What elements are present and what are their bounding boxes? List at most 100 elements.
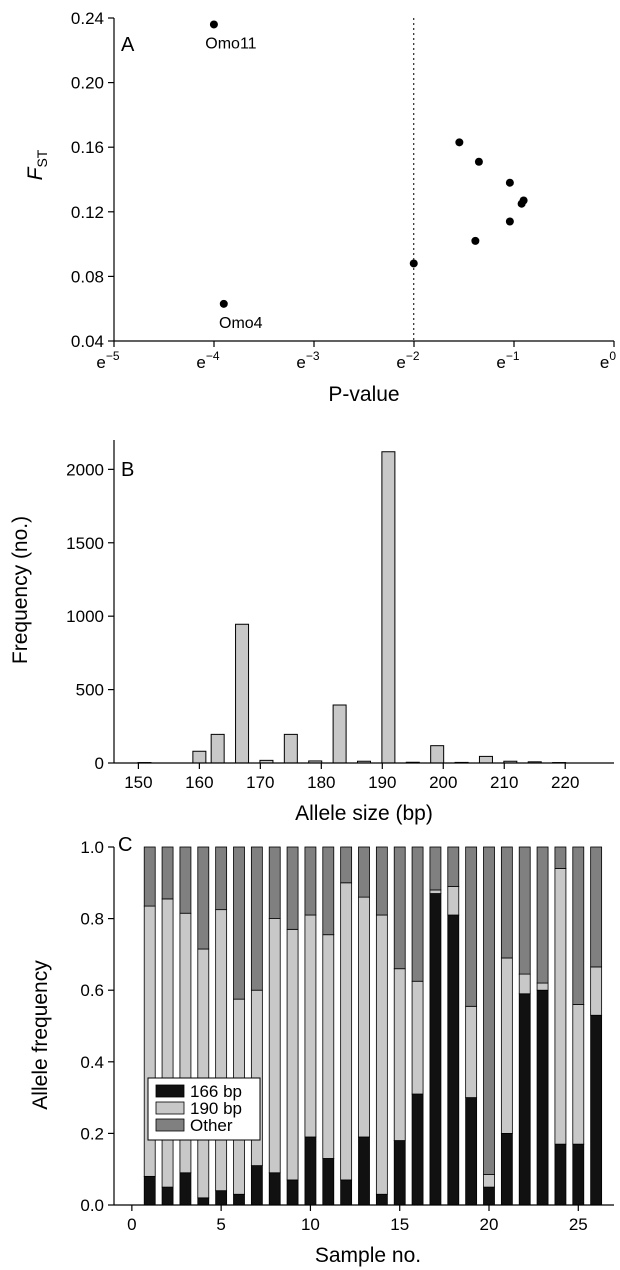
panel-c-bar-segment xyxy=(358,896,370,1138)
panel-b-bar xyxy=(210,733,225,764)
panel-c-bar-segment xyxy=(179,846,192,914)
panel-c-bar-segment xyxy=(197,846,210,950)
panel-b-bar xyxy=(478,755,493,764)
panel-c-bar-segment xyxy=(590,846,603,968)
panel-b-bar xyxy=(192,750,207,764)
panel-b-y-tick-label: 1500 xyxy=(66,534,104,553)
panel-c-bar-segment xyxy=(536,982,549,991)
panel-b-y-axis-label: Frequency (no.) xyxy=(9,516,32,664)
panel-c-bar-segment xyxy=(518,846,531,975)
panel-c-legend-swatch xyxy=(155,1101,185,1115)
panel-c-bar-segment xyxy=(483,1186,495,1206)
panel-b-bar xyxy=(381,451,396,764)
panel-c-bar-segment xyxy=(465,1005,478,1098)
panel-a-x-tick-label: e−3 xyxy=(296,349,319,372)
panel-a-x-tick-base: e xyxy=(196,353,205,372)
panel-c-legend-label: Other xyxy=(190,1116,233,1135)
panel-c-bar-segment xyxy=(572,1143,585,1206)
panel-a-point xyxy=(209,20,218,29)
panel-c-bar-segment xyxy=(483,846,495,1175)
panel-c-bar-segment xyxy=(590,1014,603,1206)
panel-c-bar-segment xyxy=(429,893,442,1206)
panel-c-bar-segment xyxy=(215,909,228,1192)
panel-c-bar-segment xyxy=(215,1190,228,1206)
panel-b-x-tick-label: 150 xyxy=(124,773,152,792)
panel-c-bar-segment xyxy=(268,918,281,1174)
panel-c-y-ticks: 0.0 0.2 0.4 0.6 0.8 1.0 xyxy=(80,838,114,1215)
panel-c-bar-segment xyxy=(161,898,174,1188)
panel-c-bar-segment xyxy=(393,1140,406,1206)
panel-c-bar-segment xyxy=(143,846,156,907)
panel-c-bar-segment xyxy=(518,993,531,1206)
panel-c-bar-segment xyxy=(215,846,228,911)
panel-a-x-tick-label: e−5 xyxy=(96,349,119,372)
panel-c-bar-segment xyxy=(393,968,406,1141)
panel-c-bar-segment xyxy=(304,914,317,1138)
panel-c-bar-segment xyxy=(518,973,531,995)
panel-b-y-tick-label: 500 xyxy=(76,681,104,700)
panel-c-bar-segment xyxy=(268,846,281,919)
panel-b-x-tick-label: 170 xyxy=(246,773,274,792)
panel-c-y-tick-label: 0.2 xyxy=(80,1124,104,1143)
panel-a-x-tick-exp: −4 xyxy=(206,349,220,363)
panel-a-x-tick-base: e xyxy=(96,353,105,372)
panel-c-bar-segment xyxy=(197,948,210,1199)
panel-c-bar-segment xyxy=(250,1165,263,1206)
panel-a-x-tick-exp: 0 xyxy=(609,349,616,363)
panel-a-point xyxy=(471,236,480,245)
panel-c-letter: C xyxy=(118,834,132,856)
panel-c-bar-segment xyxy=(233,1193,245,1206)
panel-a-x-tick-base: e xyxy=(296,353,305,372)
panel-c-bar-segment xyxy=(340,1179,353,1206)
panel-a-point-label: Omo4 xyxy=(219,315,263,332)
panel-a-y-label-main: F xyxy=(24,166,47,180)
panel-a-y-tick-label: 0.20 xyxy=(71,74,104,93)
panel-c-y-tick-label: 0.0 xyxy=(80,1196,104,1215)
panel-b-x-tick-label: 220 xyxy=(551,773,579,792)
panel-c-x-tick-label: 20 xyxy=(480,1215,499,1234)
panel-a-y-tick-label: 0.16 xyxy=(71,138,104,157)
panel-c-bar-segment xyxy=(465,846,478,1007)
panel-c-legend-swatch xyxy=(155,1118,185,1132)
panel-c-bar-segment xyxy=(304,846,317,916)
panel-a-x-tick-base: e xyxy=(396,353,405,372)
panel-c-bar-segment xyxy=(411,846,424,982)
panel-a-x-tick-exp: −2 xyxy=(406,349,420,363)
panel-c-bar-segment xyxy=(286,846,299,930)
panel-c-bar-segment xyxy=(375,914,388,1195)
panel-a-point xyxy=(505,217,514,226)
panel-c-bar-segment xyxy=(161,846,174,900)
panel-b-y-tick-label: 0 xyxy=(95,754,104,773)
panel-c-bar-segment xyxy=(411,1093,424,1206)
panel-a-x-tick-base: e xyxy=(600,353,609,372)
panel-c-bar-segment xyxy=(500,1133,513,1206)
panel-c-bar-segment xyxy=(375,846,388,916)
panel-c-marks xyxy=(113,846,614,1206)
panel-c-bar-segment xyxy=(322,846,335,936)
panel-c-bar-segment xyxy=(572,846,585,1005)
panel-b-y-ticks: 0 500 1000 1500 2000 xyxy=(66,460,114,773)
panel-c-bar-segment xyxy=(554,1143,567,1206)
panel-c-bar-segment xyxy=(429,889,442,894)
panel-a-y-label-sub: ST xyxy=(34,149,50,167)
panel-a-y-tick-label: 0.08 xyxy=(71,267,104,286)
panel-c-bar-segment xyxy=(143,1175,156,1206)
panel-a-x-tick-exp: −3 xyxy=(306,349,320,363)
panel-a-point xyxy=(474,157,483,166)
panel-c-y-tick-label: 0.4 xyxy=(80,1053,104,1072)
panel-c-bar-segment xyxy=(304,1136,317,1206)
panel-c-bar-segment xyxy=(536,846,549,984)
panel-a-x-tick-label: e−2 xyxy=(396,349,419,372)
panel-c: C 0.0 0.2 0.4 0.6 0.8 1.0 0 5 10 15 20 25 Allele f… xyxy=(29,834,614,1267)
panel-c-bar-segment xyxy=(429,846,442,891)
panel-b-bar xyxy=(332,704,347,764)
panel-b: B 0 500 1000 1500 2000 150 160 170 180 190 200 210… xyxy=(9,440,614,825)
panel-c-bar-segment xyxy=(447,914,460,1206)
panel-c-bar-segment xyxy=(500,957,513,1134)
panel-c-bar-segment xyxy=(554,868,567,1145)
panel-a-x-tick-label: e0 xyxy=(600,349,616,372)
panel-c-bar-segment xyxy=(393,846,406,970)
panel-c-bar-segment xyxy=(161,1186,174,1206)
panel-c-x-ticks: 0 5 10 15 20 25 xyxy=(127,1205,588,1234)
